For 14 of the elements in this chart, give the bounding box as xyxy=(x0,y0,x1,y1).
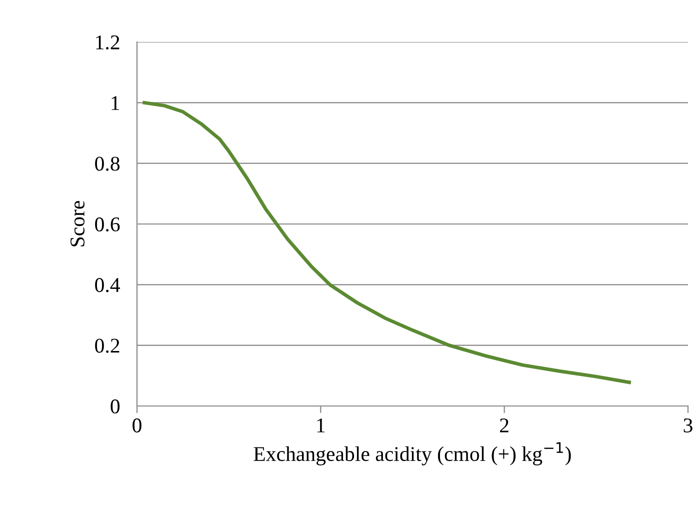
y-tick-label: 0.6 xyxy=(95,217,120,232)
x-axis-title: Exchangeable acidity (cmol (+) kg$^{−1}$) xyxy=(254,442,571,466)
x-tick-label: 3 xyxy=(684,418,692,432)
y-tick-label: 0.4 xyxy=(95,278,120,292)
x-tick-label: 1 xyxy=(317,418,325,432)
line-series xyxy=(142,100,631,384)
y-tick-label: 0.8 xyxy=(95,156,120,171)
y-axis-title: Score xyxy=(70,201,85,246)
y-tick-label: 0 xyxy=(110,399,120,414)
x-tick-label: 0 xyxy=(132,418,142,432)
y-tick-label: 1 xyxy=(112,96,120,110)
y-tick-label: 0.2 xyxy=(95,338,120,353)
y-tick-label: 1.2 xyxy=(96,35,120,50)
x-tick-label: 2 xyxy=(500,418,508,432)
